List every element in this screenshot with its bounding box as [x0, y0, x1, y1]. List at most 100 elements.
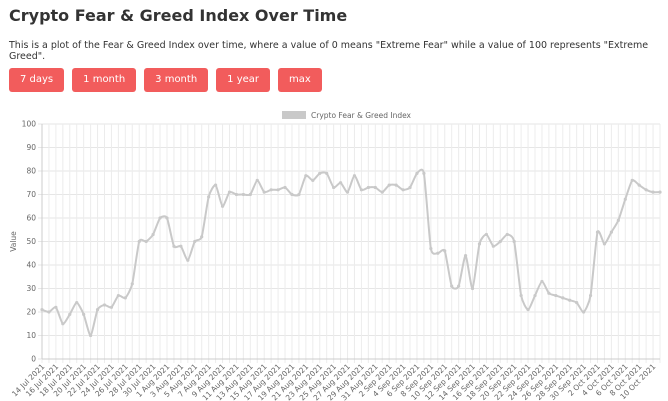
data-point: [477, 242, 482, 246]
data-point: [443, 249, 447, 253]
data-point: [470, 286, 475, 291]
data-point: [505, 232, 509, 237]
page-title: Crypto Fear & Greed Index Over Time: [9, 6, 348, 25]
data-point: [172, 244, 176, 248]
data-point: [54, 305, 58, 309]
legend-label: Crypto Fear & Greed Index: [311, 111, 412, 120]
description: This is a plot of the Fear & Greed Index…: [9, 40, 649, 62]
data-point: [484, 232, 489, 237]
y-tick-label: 100: [22, 120, 37, 129]
data-point: [207, 195, 211, 199]
data-point: [429, 246, 433, 251]
data-point: [568, 298, 572, 302]
y-tick-label: 0: [31, 355, 36, 364]
y-tick-label: 40: [26, 261, 36, 270]
y-tick-label: 10: [26, 331, 36, 340]
data-point: [380, 190, 384, 194]
data-point: [457, 284, 461, 288]
data-point: [491, 244, 495, 248]
data-point: [220, 204, 225, 208]
data-point: [519, 293, 523, 298]
y-tick-label: 90: [26, 143, 36, 152]
data-point: [227, 190, 232, 194]
data-point: [394, 183, 398, 187]
data-point: [373, 185, 377, 190]
data-point: [200, 235, 204, 239]
data-point: [547, 291, 551, 295]
data-point: [213, 183, 218, 187]
y-tick-label: 80: [26, 167, 36, 176]
data-point: [318, 171, 322, 175]
data-point: [283, 185, 287, 190]
data-point: [89, 333, 93, 338]
chart: Crypto Fear & Greed Index 0 10 20 30 40 50 60 70…: [9, 111, 662, 401]
data-point: [415, 171, 419, 175]
data-point: [463, 254, 468, 258]
data-point: [422, 171, 426, 175]
data-point: [436, 251, 440, 255]
range-button[interactable]: 1 month: [72, 68, 137, 92]
data-point: [325, 171, 329, 175]
data-point: [630, 178, 634, 182]
data-point: [512, 239, 516, 244]
data-point: [158, 216, 162, 220]
data-point: [47, 310, 51, 314]
range-button[interactable]: max: [278, 68, 322, 92]
data-point: [616, 218, 620, 222]
data-point: [179, 244, 183, 248]
data-point: [623, 197, 627, 201]
data-point: [401, 188, 405, 192]
data-point: [450, 284, 454, 288]
data-point: [68, 312, 72, 316]
data-point: [269, 188, 273, 192]
data-point: [554, 293, 558, 298]
data-point: [241, 192, 245, 197]
data-point: [540, 279, 544, 284]
data-point: [609, 230, 613, 234]
data-point: [387, 183, 391, 187]
range-buttons: 7 days 1 month 3 month 1 year max: [9, 68, 322, 92]
data-point: [130, 282, 134, 286]
data-point: [338, 181, 343, 185]
data-point: [248, 192, 252, 197]
data-point: [575, 301, 579, 305]
data-point: [290, 192, 294, 197]
data-point: [40, 308, 44, 312]
y-tick-label: 30: [26, 284, 36, 293]
data-point: [165, 216, 169, 220]
range-button[interactable]: 1 year: [216, 68, 271, 92]
data-point: [359, 188, 364, 192]
data-point: [95, 308, 100, 312]
data-point: [366, 185, 370, 190]
data-point: [526, 308, 530, 312]
data-point: [561, 296, 565, 300]
data-point: [276, 188, 280, 192]
data-point: [304, 174, 308, 178]
data-point: [109, 305, 114, 309]
data-point: [332, 185, 336, 190]
y-tick-label: 50: [26, 237, 36, 246]
data-point: [151, 232, 155, 237]
y-tick-label: 20: [26, 308, 36, 317]
y-tick-label: 60: [26, 214, 36, 223]
data-point: [644, 188, 648, 192]
data-point: [311, 178, 315, 182]
data-point: [262, 190, 266, 194]
data-point: [582, 310, 586, 314]
data-point: [533, 293, 537, 298]
data-point: [588, 293, 593, 298]
range-button[interactable]: 7 days: [9, 68, 65, 92]
data-point: [408, 185, 412, 190]
data-point: [658, 190, 662, 194]
range-button[interactable]: 3 month: [144, 68, 209, 92]
data-point: [102, 303, 107, 307]
data-point: [498, 239, 502, 244]
data-point: [82, 312, 86, 316]
data-point: [123, 296, 127, 300]
data-point: [193, 239, 197, 244]
y-axis-label: Value: [9, 231, 18, 252]
data-point: [234, 192, 239, 197]
data-point: [602, 242, 607, 246]
data-point: [61, 322, 65, 326]
